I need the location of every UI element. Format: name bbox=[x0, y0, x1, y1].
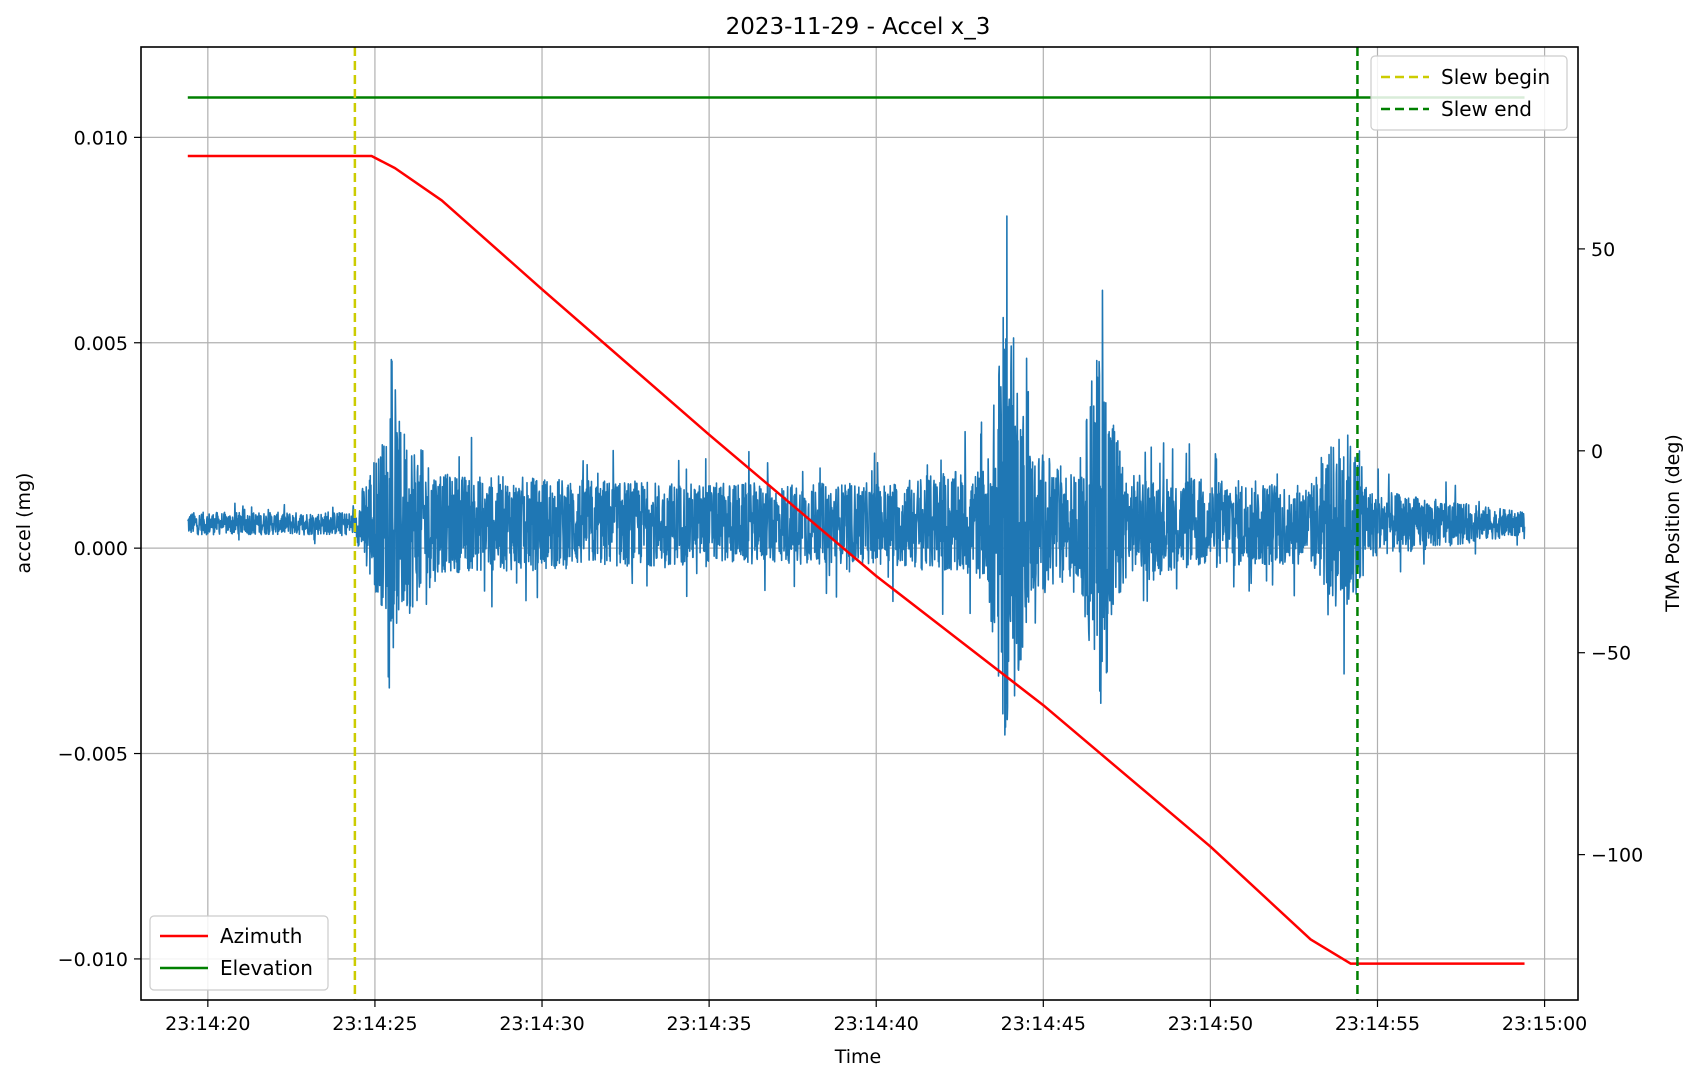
x-tick-label: 23:14:45 bbox=[1001, 1013, 1086, 1035]
legend-lower-left: Azimuth Elevation bbox=[149, 915, 329, 991]
y2-tick-label: −100 bbox=[1591, 845, 1643, 867]
y2-tick-label: 0 bbox=[1591, 441, 1603, 463]
legend-label-elevation: Elevation bbox=[220, 956, 313, 980]
legend-box bbox=[1370, 55, 1568, 131]
y2-axis: 50 0 −50 −100 bbox=[1578, 239, 1643, 867]
x-tick-label: 23:14:35 bbox=[666, 1013, 751, 1035]
legend-label-azimuth: Azimuth bbox=[220, 924, 302, 948]
azimuth-line bbox=[187, 154, 1525, 965]
x-tick-label: 23:14:55 bbox=[1335, 1013, 1420, 1035]
chart-title: 2023-11-29 - Accel x_3 bbox=[726, 14, 991, 40]
legend-upper-right: Slew begin Slew end bbox=[1370, 55, 1568, 131]
y-tick-label: 0.000 bbox=[74, 538, 128, 560]
x-tick-label: 23:14:50 bbox=[1168, 1013, 1253, 1035]
x-axis-title: Time bbox=[834, 1046, 882, 1068]
x-tick-label: 23:14:20 bbox=[165, 1013, 250, 1035]
y-axis: 0.010 0.005 0.000 −0.005 −0.010 bbox=[58, 127, 141, 971]
x-tick-label: 23:14:25 bbox=[332, 1013, 417, 1035]
legend-label-slew-end: Slew end bbox=[1441, 97, 1532, 121]
y-tick-label: −0.005 bbox=[58, 744, 128, 766]
y-tick-label: 0.010 bbox=[74, 127, 128, 149]
legend-box bbox=[149, 915, 329, 991]
x-tick-label: 23:14:40 bbox=[834, 1013, 919, 1035]
x-tick-label: 23:14:30 bbox=[499, 1013, 584, 1035]
y-axis-title: accel (mg) bbox=[13, 473, 35, 574]
y2-axis-title: TMA Position (deg) bbox=[1662, 434, 1684, 613]
y-tick-label: −0.010 bbox=[58, 949, 128, 971]
y-tick-label: 0.005 bbox=[74, 333, 128, 355]
x-tick-label: 23:15:00 bbox=[1502, 1013, 1587, 1035]
y2-tick-label: −50 bbox=[1591, 643, 1631, 665]
y2-tick-label: 50 bbox=[1591, 239, 1615, 261]
accel-line bbox=[187, 215, 1526, 736]
slew-markers bbox=[353, 47, 1359, 1000]
accel-series bbox=[187, 215, 1526, 736]
legend-label-slew-begin: Slew begin bbox=[1441, 65, 1550, 89]
plot-frame bbox=[140, 46, 1579, 1001]
x-axis: 23:14:20 23:14:25 23:14:30 23:14:35 23:14:40… bbox=[165, 1000, 1587, 1035]
tma-position-series bbox=[187, 96, 1525, 965]
